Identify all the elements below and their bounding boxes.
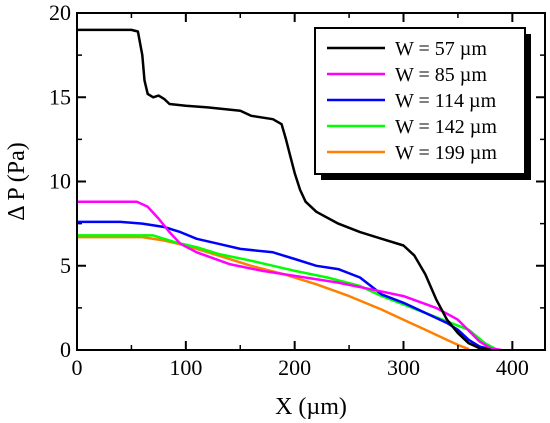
series-line-1 bbox=[77, 28, 491, 351]
x-tick-label: 200 bbox=[278, 355, 311, 380]
legend-label-5: W = 199 µm bbox=[395, 142, 497, 164]
legend-label-3: W = 114 µm bbox=[395, 90, 497, 112]
y-axis-label: Δ P (Pa) bbox=[4, 142, 30, 221]
x-tick-label: 400 bbox=[496, 355, 529, 380]
x-tick-label: 300 bbox=[387, 355, 420, 380]
y-tick-label: 15 bbox=[49, 84, 71, 109]
legend-label-1: W = 57 µm bbox=[395, 38, 487, 60]
axis-tick-labels: 0 100 200 300 400 0 5 10 15 20 bbox=[49, 0, 529, 380]
x-tick-label: 0 bbox=[72, 355, 83, 380]
axis-ticks bbox=[76, 12, 545, 351]
series-line-4 bbox=[77, 234, 497, 351]
y-tick-label: 10 bbox=[49, 169, 71, 194]
series-lines bbox=[77, 28, 502, 352]
x-axis-label: X (µm) bbox=[275, 394, 347, 420]
series-line-5 bbox=[77, 235, 470, 351]
y-tick-label: 0 bbox=[60, 337, 71, 362]
y-tick-label: 5 bbox=[60, 253, 71, 278]
legend-label-4: W = 142 µm bbox=[395, 116, 497, 138]
y-tick-label: 20 bbox=[49, 0, 71, 25]
series-line-2 bbox=[77, 200, 502, 352]
x-tick-label: 100 bbox=[169, 355, 202, 380]
legend: W = 57 µm W = 85 µm W = 114 µm W = 142 µm W … bbox=[314, 27, 531, 180]
legend-label-2: W = 85 µm bbox=[395, 64, 487, 86]
